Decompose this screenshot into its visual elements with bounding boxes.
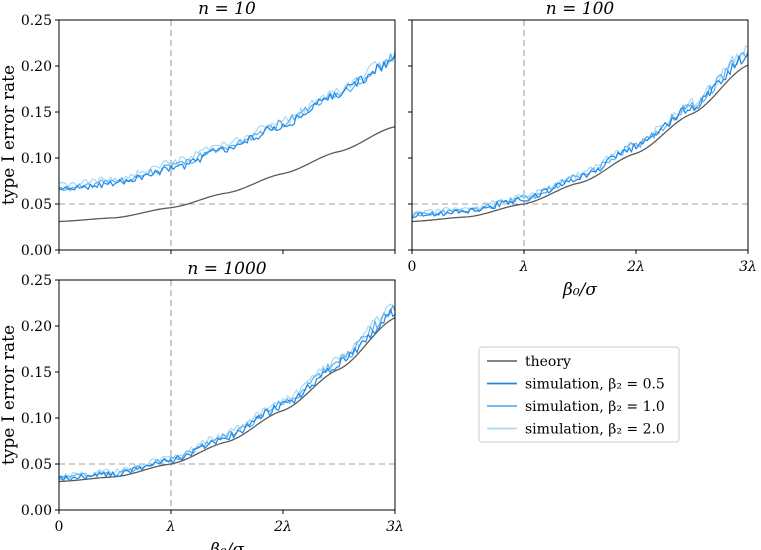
legend-label: theory — [525, 354, 571, 370]
series-group — [59, 303, 395, 483]
panel-3: 0.00 0.05 0.10 0.15 0.20 0.25 0 λ 2λ 3λ β₀/σ type I… — [0, 259, 404, 550]
series-line-sim-1-0 — [412, 50, 748, 218]
y-tick-label: 0.20 — [21, 59, 52, 75]
series-line-sim-2-0 — [59, 50, 395, 188]
y-tick-label: 0.00 — [21, 243, 52, 259]
series-line-sim-1-0 — [59, 52, 395, 192]
panel-title: n = 100 — [546, 0, 615, 19]
legend-label: simulation, β₂ = 2.0 — [525, 422, 665, 438]
y-tick-label: 0.05 — [21, 197, 52, 213]
legend: theory simulation, β₂ = 0.5 simulation, β₂… — [478, 346, 680, 443]
y-tick-label: 0.15 — [21, 105, 52, 121]
series-line-sim-0-5 — [412, 54, 748, 219]
panel-2: 0 λ 2λ 3λ β₀/σ n = 100 — [408, 0, 757, 300]
legend-box — [478, 346, 680, 443]
y-axis-title: type I error rate — [0, 325, 19, 465]
y-tick-label: 0.10 — [21, 151, 52, 167]
x-tick-label: 0 — [408, 259, 417, 275]
y-tick-label: 0.25 — [21, 273, 52, 289]
series-line-sim-0-5 — [59, 55, 395, 191]
series-line-sim-1-0 — [59, 304, 395, 481]
panel-title: n = 10 — [198, 0, 256, 19]
y-tick-label: 0.20 — [21, 319, 52, 335]
y-tick-label: 0.25 — [21, 13, 52, 29]
series-line-sim-0-5 — [59, 308, 395, 482]
x-tick-label: λ — [166, 519, 176, 535]
series-group — [412, 45, 748, 223]
series-line-theory — [59, 317, 395, 483]
x-tick-label: 2λ — [273, 519, 292, 535]
panel-title: n = 1000 — [187, 259, 266, 279]
series-line-sim-2-0 — [412, 45, 748, 217]
plot-frame — [58, 279, 396, 511]
series-line-theory — [59, 126, 395, 223]
panel-1: 0.00 0.05 0.10 0.15 0.20 0.25 type I error rat… — [0, 0, 396, 259]
y-tick-label: 0.10 — [21, 411, 52, 427]
series-group — [59, 50, 395, 223]
legend-label: simulation, β₂ = 1.0 — [525, 399, 665, 415]
x-tick-label: 2λ — [626, 259, 645, 275]
x-tick-label: λ — [519, 259, 529, 275]
x-axis-title: β₀/σ — [562, 280, 597, 300]
y-axis-title: type I error rate — [0, 65, 19, 205]
x-tick-label: 3λ — [386, 519, 404, 535]
plot-frame — [58, 19, 396, 251]
y-tick-label: 0.05 — [21, 457, 52, 473]
y-tick-label: 0.15 — [21, 365, 52, 381]
plot-frame — [411, 19, 749, 251]
y-tick-label: 0.00 — [21, 503, 52, 519]
series-line-theory — [412, 64, 748, 223]
series-line-sim-2-0 — [59, 303, 395, 479]
x-axis-title: β₀/σ — [209, 540, 244, 550]
legend-label: simulation, β₂ = 0.5 — [525, 377, 665, 393]
x-tick-label: 3λ — [739, 259, 757, 275]
x-tick-label: 0 — [55, 519, 64, 535]
